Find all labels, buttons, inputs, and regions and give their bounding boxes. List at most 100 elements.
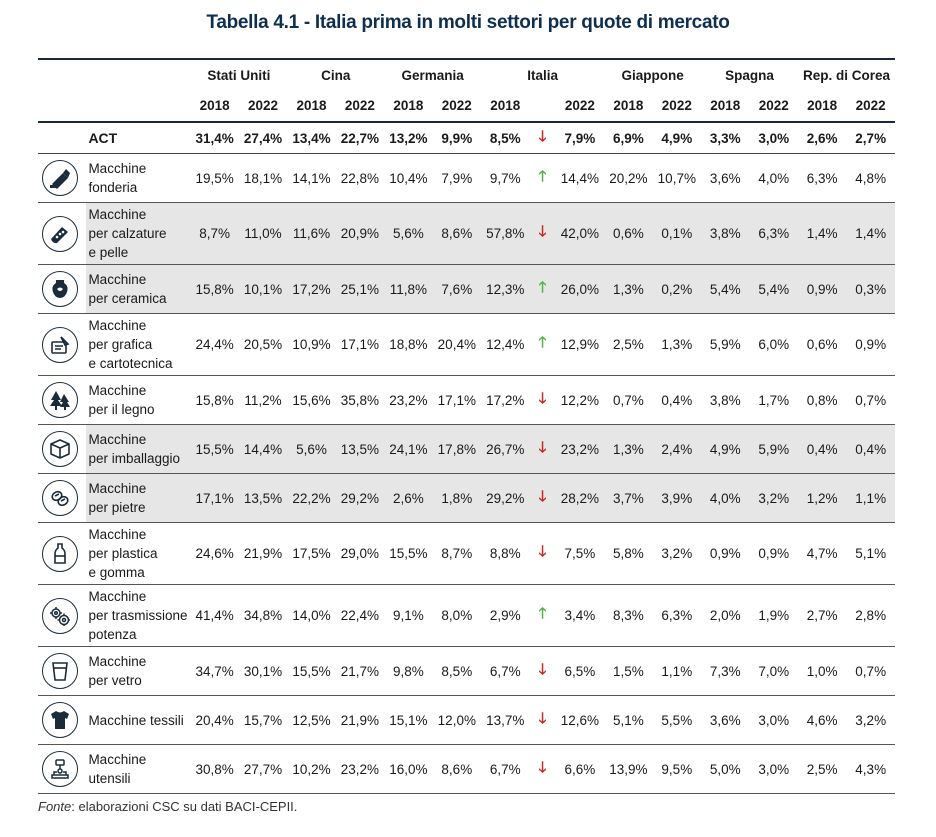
sector-name-line: per grafica <box>88 337 153 352</box>
table-row: Macchine per imballaggio 15,5% 14,4% 5,6% 13,… <box>38 424 895 474</box>
year-header: 2022 <box>855 98 886 113</box>
share-cell: 11,6% <box>287 202 336 265</box>
sector-name-line: Macchine <box>88 207 147 222</box>
share-cell: 1,7% <box>749 375 798 425</box>
trend-cell: 🡑 <box>529 264 556 314</box>
year-header: 2022 <box>564 98 595 113</box>
share-cell: 4,6% <box>797 695 847 745</box>
box-icon <box>42 431 78 467</box>
share-cell: 0,4% <box>797 424 847 474</box>
share-cell: 8,3% <box>604 584 653 647</box>
share-cell: 23,2% <box>384 375 433 425</box>
share-cell: 5,6% <box>287 424 336 474</box>
table-row: Macchine per ceramica 15,8% 10,1% 17,2% 25,1%… <box>38 264 895 314</box>
share-cell: 20,4% <box>432 313 482 376</box>
year-header: 2018 <box>710 98 741 113</box>
share-cell: 8,6% <box>432 744 482 794</box>
share-cell: 29,2% <box>335 473 385 523</box>
table-row: Macchine per vetro 34,7% 30,1% 15,5% 21,7% 9,8… <box>38 646 895 696</box>
sector-name-line: Macchine <box>88 527 147 542</box>
share-cell: 41,4% <box>190 584 239 647</box>
share-cell: 0,6% <box>604 202 653 265</box>
trend-cell: 🡓 <box>529 375 556 425</box>
share-cell: 3,0% <box>749 695 798 745</box>
share-cell: 8,0% <box>432 584 482 647</box>
table-title: Tabella 4.1 - Italia prima in molti sett… <box>206 12 730 33</box>
year-header-spacer <box>529 90 555 122</box>
share-cell: 11,8% <box>384 264 433 314</box>
share-cell: 2,7% <box>797 584 847 647</box>
share-cell: 20,2% <box>604 153 653 203</box>
share-cell: 0,9% <box>797 264 847 314</box>
share-cell: 21,9% <box>335 695 385 745</box>
share-cell: 6,7% <box>481 646 530 696</box>
share-cell: 15,5% <box>384 522 433 585</box>
table-row: Macchine per pietre 17,1% 13,5% 22,2% 29,2% 2,… <box>38 473 895 523</box>
share-cell: 3,6% <box>701 153 750 203</box>
year-header: 2018 <box>199 98 230 113</box>
source-label: Fonte <box>38 799 72 814</box>
share-cell: 8,6% <box>432 202 482 265</box>
header-blank <box>38 58 191 90</box>
share-cell: 29,2% <box>481 473 530 523</box>
share-cell: 23,2% <box>335 744 385 794</box>
act-cell: 22,7% <box>335 121 385 154</box>
arrow-down-icon: 🡓 <box>538 438 547 456</box>
sector-name: Macchine per calzature e pelle <box>86 202 191 265</box>
sector-name-line: per vetro <box>88 673 142 688</box>
share-cell: 7,3% <box>701 646 750 696</box>
trend-cell: 🡓 <box>529 424 556 474</box>
act-cell: 2,6% <box>797 121 847 154</box>
sector-name-line: Macchine <box>88 589 147 604</box>
share-cell: 0,4% <box>652 375 702 425</box>
share-cell: 29,0% <box>335 522 385 585</box>
trend-cell: 🡓 <box>529 695 556 745</box>
act-cell: 7,9% <box>555 121 605 154</box>
bottle-icon <box>42 535 78 572</box>
year-header: 2022 <box>344 98 375 113</box>
arrow-down-icon: 🡓 <box>538 487 547 505</box>
share-cell: 21,9% <box>238 522 288 585</box>
share-cell: 17,5% <box>287 522 336 585</box>
year-header-row: 2018 2022 2018 2022 2018 2022 2018 2022 … <box>38 90 895 122</box>
arrow-down-icon: 🡓 <box>538 223 547 240</box>
table-row: Macchine per grafica e cartotecnica 24,4% 20… <box>38 313 895 376</box>
share-cell: 18,1% <box>238 153 288 203</box>
act-cell: 13,2% <box>384 121 433 154</box>
share-cell: 15,5% <box>287 646 336 696</box>
year-header: 2018 <box>296 98 327 113</box>
icon-cell <box>38 153 87 203</box>
sector-name-line: per ceramica <box>88 291 167 306</box>
source-note: Fonte: elaborazioni CSC su dati BACI-CEP… <box>38 799 297 814</box>
trend-cell: 🡓 <box>529 473 556 523</box>
share-cell: 17,8% <box>432 424 482 474</box>
sector-name-line: potenza <box>88 627 137 642</box>
sector-name: Macchine tessili <box>86 695 191 745</box>
share-cell: 13,9% <box>604 744 653 794</box>
act-cell: 2,7% <box>846 121 895 154</box>
share-cell: 9,7% <box>481 153 530 203</box>
sector-name-line: e pelle <box>88 245 129 260</box>
share-cell: 17,1% <box>190 473 239 523</box>
share-cell: 15,8% <box>190 264 239 314</box>
share-cell: 13,5% <box>335 424 385 474</box>
share-cell: 4,8% <box>846 153 895 203</box>
share-cell: 15,8% <box>190 375 239 425</box>
source-text: : elaborazioni CSC su dati BACI-CEPII. <box>71 799 298 814</box>
share-cell: 0,7% <box>846 375 895 425</box>
share-cell: 3,6% <box>701 695 750 745</box>
icon-cell <box>38 584 87 647</box>
share-cell: 11,0% <box>238 202 288 265</box>
icon-cell <box>38 202 87 265</box>
share-cell: 2,5% <box>797 744 847 794</box>
share-cell: 17,1% <box>432 375 482 425</box>
sector-name: Macchine per trasmissione potenza <box>86 584 191 647</box>
share-cell: 1,0% <box>797 646 847 696</box>
sector-name-line: per imballaggio <box>88 451 180 466</box>
share-cell: 22,8% <box>335 153 385 203</box>
share-cell: 8,5% <box>432 646 482 696</box>
act-cell: 27,4% <box>238 121 288 154</box>
sector-name: Macchine per ceramica <box>86 264 191 314</box>
share-cell: 27,7% <box>238 744 288 794</box>
share-cell: 8,7% <box>190 202 239 265</box>
